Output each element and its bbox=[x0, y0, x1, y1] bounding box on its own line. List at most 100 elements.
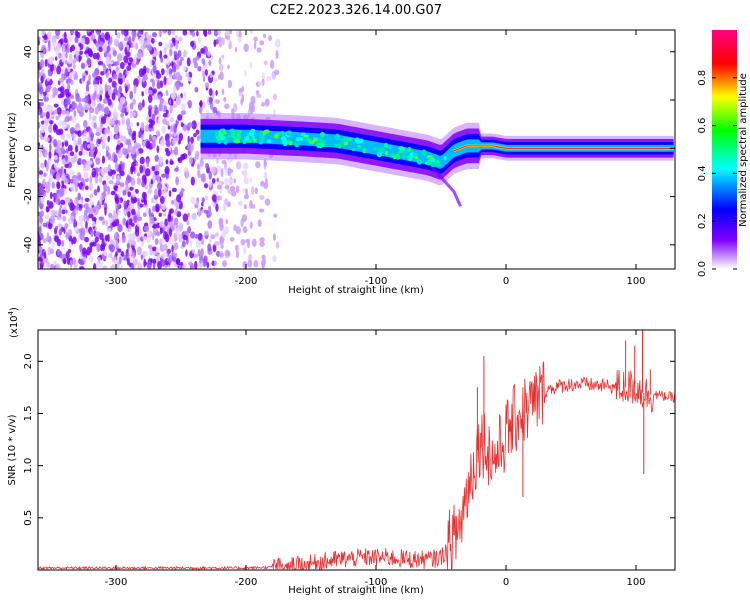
noise-mark bbox=[97, 61, 104, 66]
noise-mark bbox=[165, 225, 169, 230]
noise-mark bbox=[169, 160, 174, 165]
noise-mark bbox=[93, 151, 96, 159]
noise-mark bbox=[109, 36, 113, 45]
noise-mark bbox=[219, 252, 224, 258]
noise-mark bbox=[113, 38, 120, 47]
noise-mark bbox=[68, 33, 73, 43]
noise-mark bbox=[47, 31, 52, 39]
noise-mark bbox=[55, 209, 59, 217]
noise-mark bbox=[54, 34, 60, 40]
noise-mark bbox=[203, 183, 209, 189]
noise-mark bbox=[140, 121, 145, 131]
noise-mark bbox=[115, 213, 119, 220]
noise-mark bbox=[178, 133, 184, 142]
noise-mark bbox=[141, 174, 147, 183]
noise-mark bbox=[146, 260, 152, 269]
noise-mark bbox=[111, 169, 117, 175]
noise-mark bbox=[114, 232, 118, 239]
noise-mark bbox=[129, 102, 134, 110]
noise-mark bbox=[73, 73, 79, 81]
noise-mark bbox=[72, 257, 76, 265]
noise-mark bbox=[118, 85, 123, 95]
noise-mark bbox=[129, 186, 134, 191]
noise-mark bbox=[99, 124, 103, 133]
noise-mark bbox=[213, 30, 219, 37]
noise-mark bbox=[156, 130, 160, 137]
noise-mark bbox=[221, 37, 225, 46]
noise-mark bbox=[263, 171, 268, 179]
noise-mark bbox=[178, 59, 183, 66]
noise-mark bbox=[97, 138, 102, 145]
noise-mark bbox=[243, 43, 249, 53]
noise-mark bbox=[126, 105, 130, 113]
noise-mark bbox=[208, 60, 212, 66]
band-blob bbox=[288, 140, 293, 146]
noise-mark bbox=[191, 249, 196, 254]
noise-mark bbox=[44, 214, 50, 220]
noise-mark bbox=[112, 49, 117, 57]
noise-mark bbox=[158, 221, 165, 228]
noise-mark bbox=[200, 47, 205, 54]
noise-mark bbox=[51, 242, 55, 248]
noise-mark bbox=[107, 164, 111, 172]
noise-mark bbox=[259, 194, 265, 200]
noise-mark bbox=[207, 205, 212, 213]
noise-mark bbox=[62, 46, 66, 54]
noise-mark bbox=[79, 231, 85, 241]
noise-mark bbox=[171, 199, 174, 205]
noise-mark bbox=[183, 167, 189, 172]
noise-mark bbox=[45, 206, 50, 213]
noise-mark bbox=[85, 53, 89, 59]
noise-mark bbox=[41, 44, 47, 54]
noise-mark bbox=[214, 240, 220, 246]
noise-mark bbox=[188, 261, 193, 266]
noise-mark bbox=[153, 88, 157, 94]
noise-mark bbox=[43, 172, 47, 178]
y-tick-label: 2.0 bbox=[23, 353, 34, 369]
noise-mark bbox=[199, 105, 203, 115]
noise-mark bbox=[94, 90, 97, 98]
noise-mark bbox=[176, 58, 180, 68]
noise-mark bbox=[74, 103, 78, 109]
noise-mark bbox=[53, 124, 59, 131]
noise-mark bbox=[67, 144, 73, 152]
noise-mark bbox=[122, 135, 127, 143]
noise-mark bbox=[48, 174, 54, 183]
noise-mark bbox=[229, 185, 236, 192]
noise-mark bbox=[197, 36, 202, 44]
noise-mark bbox=[223, 96, 227, 103]
noise-mark bbox=[125, 221, 129, 228]
noise-mark bbox=[182, 49, 188, 58]
noise-mark bbox=[146, 44, 153, 51]
noise-mark bbox=[86, 144, 91, 149]
noise-mark bbox=[203, 230, 209, 236]
noise-mark bbox=[46, 161, 49, 171]
band-blob bbox=[303, 136, 309, 141]
noise-mark bbox=[72, 178, 79, 186]
noise-mark bbox=[146, 158, 150, 168]
noise-mark bbox=[58, 52, 62, 59]
band-blob bbox=[351, 147, 356, 152]
noise-mark bbox=[218, 218, 223, 228]
noise-mark bbox=[190, 40, 195, 48]
noise-mark bbox=[115, 251, 118, 257]
noise-mark bbox=[144, 168, 151, 177]
noise-mark bbox=[201, 197, 205, 203]
noise-mark bbox=[257, 81, 264, 86]
noise-mark bbox=[157, 79, 161, 88]
noise-mark bbox=[145, 140, 151, 149]
noise-mark bbox=[163, 231, 168, 240]
noise-mark bbox=[123, 55, 129, 63]
noise-mark bbox=[79, 266, 85, 269]
noise-mark bbox=[142, 236, 148, 241]
noise-mark bbox=[174, 146, 179, 156]
noise-mark bbox=[189, 156, 194, 165]
noise-mark bbox=[170, 43, 174, 48]
noise-mark bbox=[255, 90, 260, 95]
band-blob bbox=[244, 135, 251, 142]
noise-mark bbox=[120, 251, 125, 257]
noise-mark bbox=[121, 30, 125, 35]
noise-mark bbox=[157, 118, 160, 127]
noise-mark bbox=[74, 122, 81, 132]
noise-mark bbox=[119, 61, 125, 70]
